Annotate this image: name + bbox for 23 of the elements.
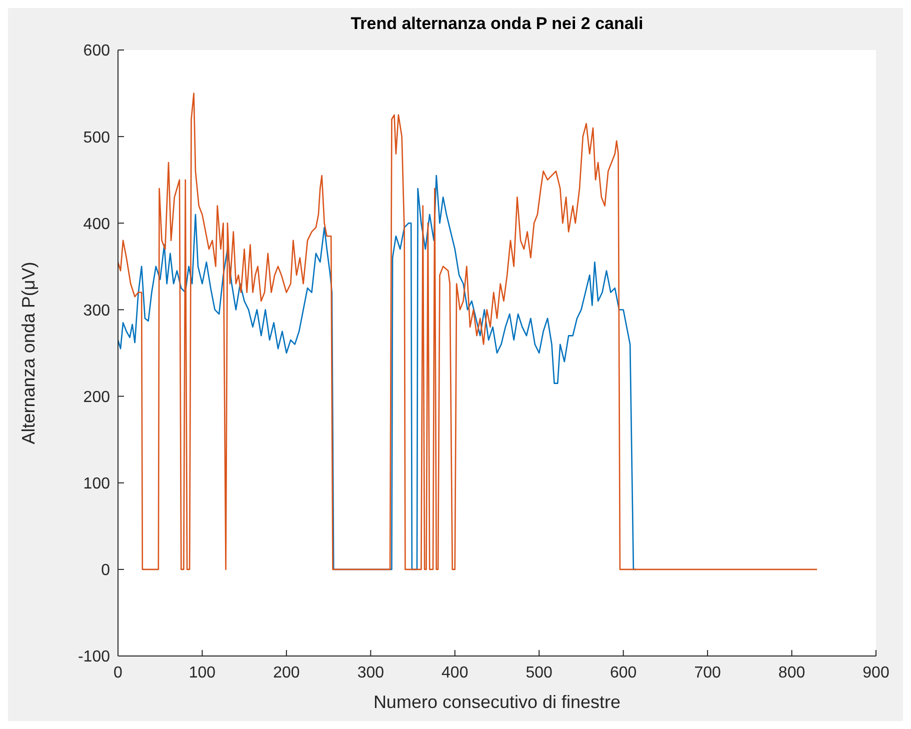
x-tick-label: 900 (862, 664, 890, 682)
x-tick-label: 300 (357, 664, 384, 682)
y-tick-label: -100 (78, 648, 110, 666)
x-tick-label: 100 (188, 664, 216, 682)
x-tick-label: 200 (273, 664, 300, 682)
chart-title: Trend alternanza onda P nei 2 canali (350, 14, 644, 34)
line-series (118, 92, 818, 570)
x-tick-label: 800 (778, 664, 806, 682)
y-axis-title: Alternanza onda P(μV) (18, 262, 38, 444)
y-tick-label: 300 (83, 302, 110, 320)
x-tick-label: 600 (610, 664, 637, 682)
x-axis-title: Numero consecutivo di finestre (373, 692, 621, 712)
y-tick-label: 600 (83, 42, 110, 60)
x-tick-label: 0 (114, 664, 123, 682)
y-tick-label: 200 (83, 388, 110, 406)
y-tick-label: 0 (101, 562, 110, 580)
y-tick-label: 100 (83, 476, 110, 493)
x-tick-label: 400 (442, 664, 468, 682)
line-series (118, 174, 637, 570)
y-tick-label: 400 (83, 216, 110, 233)
x-tick-label: 500 (526, 664, 553, 682)
x-tick-label: 700 (694, 664, 721, 682)
y-tick-label: 500 (83, 129, 110, 146)
